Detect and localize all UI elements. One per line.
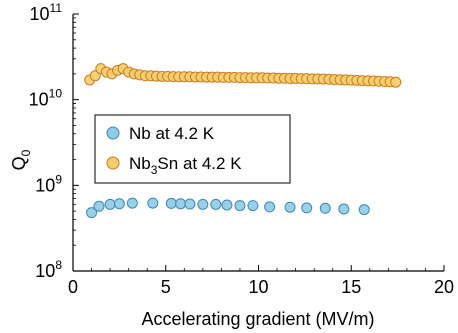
x-axis-label: Accelerating gradient (MV/m) (141, 309, 374, 329)
legend-marker (106, 126, 120, 140)
data-point (175, 198, 187, 210)
data-point (165, 197, 177, 209)
data-marks (84, 63, 402, 219)
x-tick-label: 15 (341, 277, 361, 297)
axis-labels: Accelerating gradient (MV/m) Q0 (9, 149, 375, 329)
legend-label: Nb at 4.2 K (129, 124, 215, 143)
x-tick-label: 20 (434, 277, 454, 297)
data-point (338, 203, 350, 215)
data-point (89, 70, 101, 82)
y-tick-label: 109 (35, 172, 62, 195)
data-point (86, 207, 98, 219)
data-point (234, 200, 246, 212)
data-point (264, 201, 276, 213)
legend-box (94, 114, 291, 184)
series-1 (84, 63, 402, 88)
data-point (93, 200, 105, 212)
y-tick-label: 1011 (30, 1, 63, 24)
data-point (197, 198, 209, 210)
data-point (126, 197, 138, 209)
ticks: 108 109 1010 1011 0 5 10 15 20 (29, 1, 454, 297)
data-point (147, 197, 159, 209)
x-tick-label: 0 (68, 277, 78, 297)
data-point (247, 200, 259, 212)
series-0 (86, 197, 370, 219)
data-point (301, 202, 313, 214)
data-point (358, 204, 370, 216)
data-point (284, 201, 296, 213)
y-axis-label: Q0 (9, 149, 33, 170)
y-tick-label: 1010 (29, 87, 63, 110)
y-tick-label: 108 (35, 258, 62, 281)
x-tick-label: 5 (161, 277, 171, 297)
data-point (221, 199, 233, 211)
legend-marker (106, 156, 120, 170)
data-point (184, 198, 196, 210)
data-point (104, 198, 116, 210)
data-point (210, 198, 222, 210)
legend-label: Nb3Sn at 4.2 K (129, 154, 242, 177)
data-point (390, 76, 402, 88)
data-point (319, 202, 331, 214)
x-tick-label: 10 (248, 277, 268, 297)
data-point (113, 198, 125, 210)
legend: Nb at 4.2 K Nb3Sn at 4.2 K (94, 114, 291, 184)
